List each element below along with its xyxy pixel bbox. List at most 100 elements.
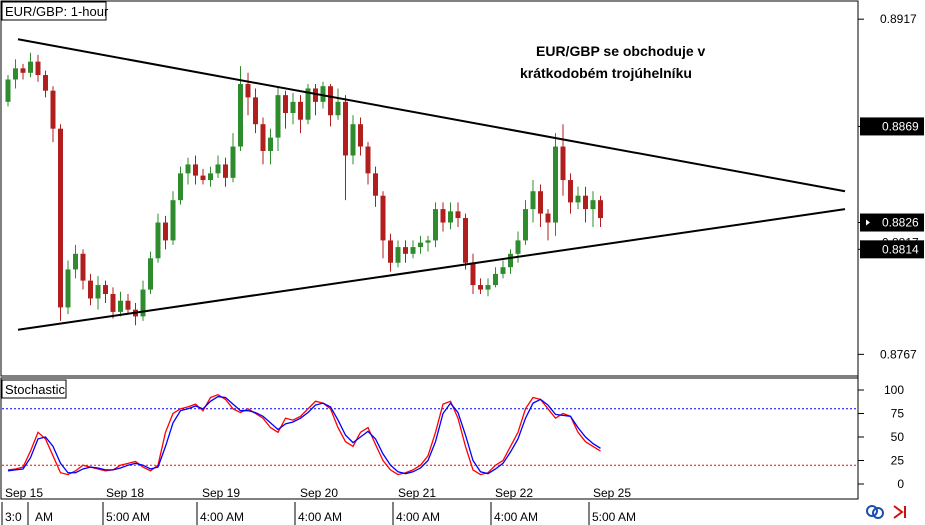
candle [125, 294, 131, 315]
candle [163, 215, 168, 250]
candle [20, 63, 26, 80]
candle [380, 191, 386, 259]
candle [568, 173, 573, 214]
candle [553, 133, 558, 236]
candle [58, 124, 63, 321]
candle [260, 117, 266, 165]
link-icon[interactable] [866, 505, 884, 519]
candle [13, 59, 18, 89]
x-time-label: 4:00 AM [298, 510, 342, 524]
annotation-line-2: krátkodobém trojúhelníku [520, 65, 692, 81]
x-date-label: Sep 25 [593, 486, 631, 500]
price-tick-label: 0.8917 [880, 12, 917, 26]
candle [200, 168, 206, 185]
candle [305, 83, 311, 125]
x-date-label: Sep 18 [106, 486, 144, 500]
candle [470, 253, 476, 295]
stochastic-panel-frame [0, 377, 859, 500]
stochastic-tick-label: 0 [897, 477, 904, 491]
candle [433, 202, 438, 248]
x-axis: Sep 15 Sep 18 Sep 19 Sep 20 Sep 21 Sep 22 Sep … [1, 486, 636, 525]
candle [478, 278, 483, 295]
candle [485, 278, 491, 297]
candle [35, 54, 41, 82]
candle [545, 209, 551, 241]
price-tag-label: 0.8814 [882, 242, 919, 256]
price-tag [860, 117, 924, 136]
stochastic-tick-label: 25 [891, 454, 905, 468]
candle [508, 249, 513, 274]
candle [365, 142, 371, 185]
candle [253, 88, 258, 134]
stochastic-tick-label: 75 [891, 407, 905, 421]
candle [575, 186, 581, 210]
chart-title-box [1, 1, 107, 21]
candle [110, 287, 116, 319]
x-time-label: 4:00 AM [396, 510, 440, 524]
candle [530, 180, 536, 223]
candle [283, 90, 288, 129]
x-time-label: 5:00 AM [106, 510, 150, 524]
price-tag [860, 240, 924, 259]
arrow-icon[interactable] [893, 505, 906, 519]
candle [43, 70, 48, 98]
candle [118, 291, 123, 317]
candle [88, 273, 93, 306]
trendlines [17, 38, 846, 331]
candle [590, 191, 596, 227]
candle [403, 240, 408, 263]
candle [73, 244, 78, 279]
stochastic-series-1 [7, 395, 601, 475]
candle [50, 86, 56, 143]
x-time-label: 3:0 [5, 510, 22, 524]
candle [298, 95, 303, 134]
candle [598, 195, 603, 227]
candle [358, 117, 363, 156]
candle [328, 83, 333, 127]
x-time-label: 4:00 AM [494, 510, 538, 524]
price-tag [860, 213, 924, 232]
price-tag-label: 0.8826 [882, 216, 919, 230]
candle [275, 86, 281, 152]
x-date-label: Sep 20 [300, 486, 338, 500]
stochastic-tick-label: 100 [884, 383, 904, 397]
candle [290, 92, 296, 125]
price-candles [5, 52, 603, 326]
candle [350, 115, 356, 165]
candle [28, 52, 33, 78]
trendline-lower [17, 208, 846, 331]
candle [95, 276, 101, 310]
candle [215, 155, 221, 178]
candle [395, 240, 401, 268]
price-tick-label: 0.8767 [880, 347, 917, 361]
candle [410, 240, 416, 259]
x-date-label: Sep 19 [202, 486, 240, 500]
annotation-line-1: EUR/GBP se obchoduje v [536, 43, 706, 59]
candle [230, 133, 236, 183]
candle [560, 124, 566, 196]
candle [500, 260, 506, 279]
candle [538, 184, 543, 227]
stochastic-series-0 [7, 393, 601, 476]
candle [388, 233, 393, 272]
candle [440, 202, 446, 232]
candle [140, 280, 146, 321]
candle [343, 95, 348, 201]
candle [523, 200, 528, 245]
candle [583, 186, 588, 223]
candle [463, 213, 468, 270]
x-date-label: Sep 21 [398, 486, 436, 500]
candle [148, 251, 153, 295]
x-time-label: 4:00 AM [200, 510, 244, 524]
candle [80, 249, 86, 290]
x-date-label: Sep 15 [5, 486, 43, 500]
candle [103, 280, 108, 303]
candle [178, 166, 183, 205]
candle [170, 191, 176, 245]
stochastic-lines [2, 393, 857, 476]
candle [373, 166, 378, 207]
candle [448, 202, 453, 230]
x-date-label: Sep 22 [495, 486, 533, 500]
candle [455, 202, 461, 227]
